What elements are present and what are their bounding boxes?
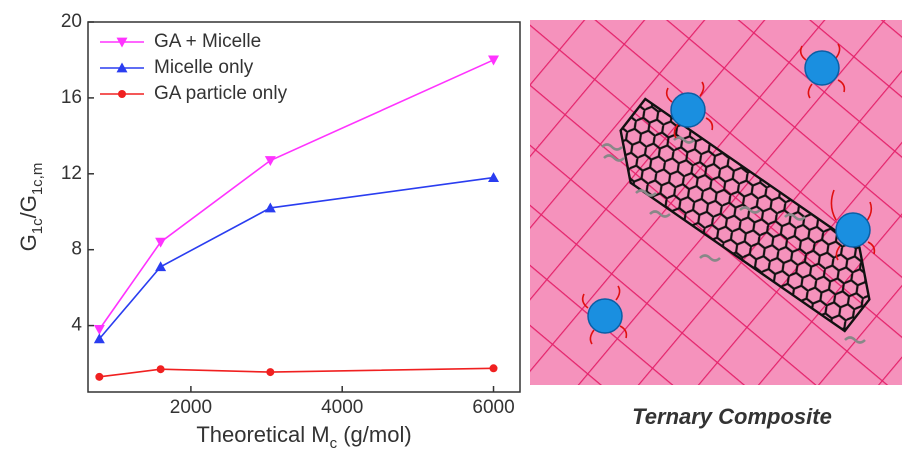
y-tick-label: 12 bbox=[61, 163, 82, 184]
marker bbox=[157, 365, 165, 373]
y-tick-label: 4 bbox=[71, 315, 82, 336]
marker bbox=[118, 90, 126, 98]
x-axis-label-part: (g/mol) bbox=[337, 422, 412, 447]
marker bbox=[155, 238, 166, 248]
figure: Ternary Composite 4 8 12 16 20 2000 4000 6000 Th… bbox=[0, 0, 902, 452]
marker bbox=[488, 56, 499, 66]
series-line bbox=[99, 178, 493, 339]
y-axis-label-part: 1c bbox=[29, 218, 46, 234]
y-axis-label-part: /G bbox=[16, 195, 41, 218]
y-tick-label: 8 bbox=[71, 239, 82, 260]
legend-label: GA + Micelle bbox=[154, 31, 261, 52]
y-axis-label-part: 1c,m bbox=[29, 163, 46, 196]
caption: Ternary Composite bbox=[632, 404, 832, 429]
marker bbox=[490, 364, 498, 372]
illustration bbox=[530, 20, 902, 385]
y-tick-label: 16 bbox=[61, 87, 82, 108]
marker bbox=[488, 172, 499, 182]
legend-label: Micelle only bbox=[154, 57, 254, 78]
marker bbox=[95, 373, 103, 381]
y-tick-label: 20 bbox=[61, 11, 82, 32]
y-axis-label-part: G bbox=[16, 234, 41, 251]
x-tick-label: 4000 bbox=[321, 397, 363, 418]
x-tick-label: 2000 bbox=[170, 397, 212, 418]
legend-label: GA particle only bbox=[154, 83, 288, 104]
x-tick-label: 6000 bbox=[472, 397, 514, 418]
x-axis-label: Theoretical Mc (g/mol) bbox=[196, 422, 411, 452]
x-axis-label-part: Theoretical M bbox=[196, 422, 329, 447]
marker bbox=[265, 156, 276, 166]
y-axis-label: G1c/G1c,m bbox=[16, 163, 47, 252]
marker bbox=[155, 261, 166, 271]
marker bbox=[266, 368, 274, 376]
